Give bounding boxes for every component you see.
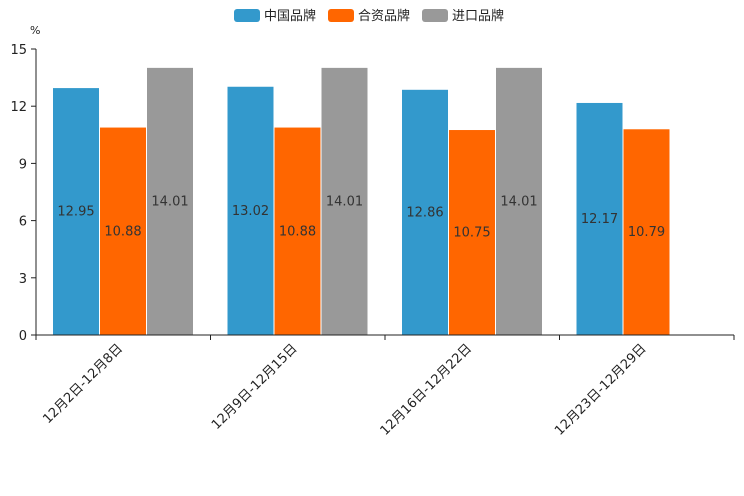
data-label: 12.86 [406, 205, 443, 220]
x-category-label: 12月2日-12月8日 [40, 341, 126, 427]
y-tick-label: 9 [19, 157, 27, 172]
data-label: 12.95 [57, 205, 94, 220]
bars: 12.95 10.88 14.01 13.02 10.88 14.01 12.86 10.75… [53, 67, 670, 336]
y-tick-label: 0 [19, 329, 27, 344]
data-label: 10.75 [453, 226, 490, 241]
bar [227, 86, 274, 335]
legend-label[interactable]: 合资品牌 [358, 8, 410, 24]
y-axis: 0 3 6 9 12 15 [10, 43, 37, 344]
data-label: 10.88 [279, 224, 316, 239]
x-category-label: 12月23日-12月29日 [552, 341, 649, 438]
x-axis: 12月2日-12月8日 12月9日-12月15日 12月16日-12月22日 12月2… [35, 334, 735, 439]
legend-label[interactable]: 进口品牌 [452, 8, 504, 24]
bar [402, 89, 448, 335]
bar [100, 127, 146, 336]
legend: 中国品牌 合资品牌 进口品牌 [234, 8, 504, 24]
data-label: 14.01 [500, 194, 537, 209]
x-category-label: 12月9日-12月15日 [209, 341, 301, 433]
data-label: 12.17 [581, 212, 618, 227]
bar [576, 102, 623, 335]
y-axis-unit: % [30, 24, 40, 37]
data-label: 10.88 [104, 224, 141, 239]
bar [321, 67, 368, 335]
legend-swatch[interactable] [234, 9, 260, 22]
legend-label[interactable]: 中国品牌 [264, 8, 316, 24]
legend-swatch[interactable] [328, 9, 354, 22]
data-label: 13.02 [232, 204, 269, 219]
data-label: 14.01 [151, 194, 188, 209]
bar [496, 67, 542, 335]
legend-swatch[interactable] [422, 9, 448, 22]
bar [623, 129, 670, 335]
x-category-label: 12月16日-12月22日 [378, 341, 475, 438]
y-tick-label: 12 [10, 100, 27, 115]
data-label: 14.01 [326, 194, 363, 209]
y-tick-label: 15 [10, 43, 27, 58]
data-label: 10.79 [628, 225, 665, 240]
bar [274, 127, 321, 336]
y-tick-label: 3 [19, 272, 27, 287]
bar [53, 88, 99, 335]
bar [449, 130, 495, 335]
y-tick-label: 6 [19, 215, 27, 230]
bar [147, 67, 193, 335]
